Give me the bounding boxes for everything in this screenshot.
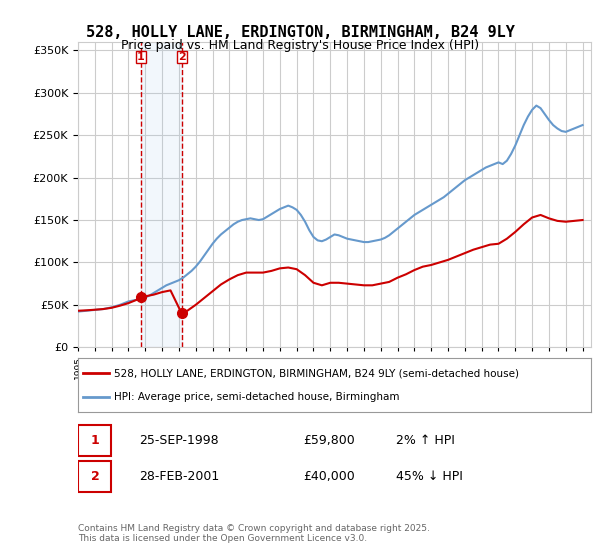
Text: 528, HOLLY LANE, ERDINGTON, BIRMINGHAM, B24 9LY: 528, HOLLY LANE, ERDINGTON, BIRMINGHAM, …	[86, 25, 514, 40]
FancyBboxPatch shape	[78, 425, 112, 456]
Text: 45% ↓ HPI: 45% ↓ HPI	[396, 470, 463, 483]
Text: 528, HOLLY LANE, ERDINGTON, BIRMINGHAM, B24 9LY (semi-detached house): 528, HOLLY LANE, ERDINGTON, BIRMINGHAM, …	[114, 368, 519, 379]
Text: 1: 1	[91, 434, 100, 447]
Text: 2: 2	[178, 52, 185, 62]
Text: 2% ↑ HPI: 2% ↑ HPI	[396, 434, 455, 447]
Text: 28-FEB-2001: 28-FEB-2001	[140, 470, 220, 483]
Text: 25-SEP-1998: 25-SEP-1998	[140, 434, 219, 447]
Text: £40,000: £40,000	[304, 470, 355, 483]
Text: Contains HM Land Registry data © Crown copyright and database right 2025.
This d: Contains HM Land Registry data © Crown c…	[78, 524, 430, 543]
Text: £59,800: £59,800	[304, 434, 355, 447]
Bar	[141, 42, 182, 347]
FancyBboxPatch shape	[78, 460, 112, 492]
Text: HPI: Average price, semi-detached house, Birmingham: HPI: Average price, semi-detached house,…	[114, 391, 400, 402]
Text: Price paid vs. HM Land Registry's House Price Index (HPI): Price paid vs. HM Land Registry's House …	[121, 39, 479, 52]
Text: 1: 1	[137, 52, 145, 62]
Text: 2: 2	[91, 470, 100, 483]
